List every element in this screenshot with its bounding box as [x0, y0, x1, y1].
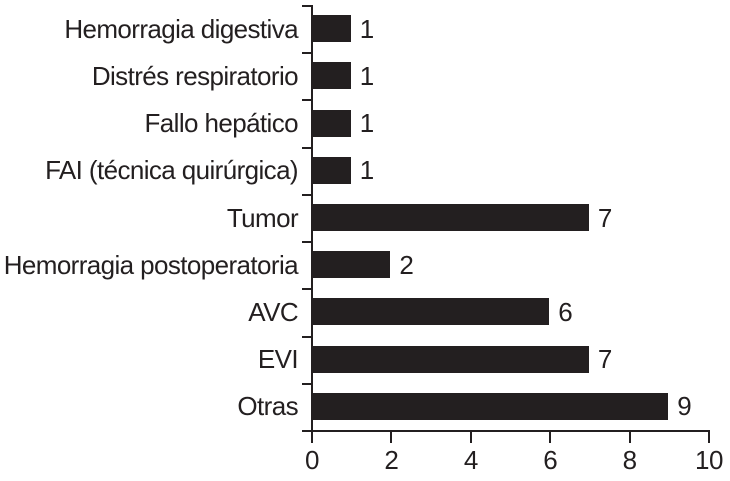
bar: [311, 251, 391, 279]
y-axis-line: [311, 5, 313, 432]
value-label: 9: [677, 391, 692, 422]
value-label: 1: [359, 60, 374, 91]
value-label: 7: [597, 202, 612, 233]
y-tick: [302, 241, 311, 244]
value-label: 1: [359, 155, 374, 186]
x-tick: [628, 430, 631, 443]
x-tick-label: 8: [622, 445, 637, 475]
bar: [311, 15, 351, 43]
value-label: 2: [399, 249, 414, 280]
y-tick: [302, 193, 311, 196]
x-tick-label: 6: [543, 445, 558, 475]
category-label: Hemorragia postoperatoria: [3, 249, 299, 280]
bar: [311, 392, 669, 420]
value-label: 7: [597, 344, 612, 375]
y-tick: [302, 382, 311, 385]
x-axis-line: [311, 430, 710, 432]
x-tick: [390, 430, 393, 443]
bar: [311, 204, 589, 231]
y-tick: [302, 99, 311, 102]
category-label: Hemorragia digestiva: [64, 13, 298, 44]
bar: [311, 62, 351, 90]
x-tick-label: 2: [384, 445, 399, 475]
value-label: 1: [359, 13, 374, 44]
value-label: 6: [558, 296, 573, 327]
y-tick: [302, 430, 311, 432]
category-label: Tumor: [226, 202, 299, 233]
y-tick: [302, 335, 311, 338]
bar: [311, 345, 589, 373]
category-label: Otras: [237, 391, 298, 422]
category-label: Distrés respiratorio: [91, 60, 299, 91]
x-tick: [708, 430, 710, 443]
x-tick: [469, 430, 472, 443]
category-label: EVI: [257, 344, 299, 375]
x-tick-label: 10: [695, 445, 723, 475]
category-label: AVC: [248, 296, 298, 327]
category-label: Fallo hepático: [144, 108, 299, 139]
x-tick: [549, 430, 552, 443]
bar: [311, 298, 550, 326]
bar: [311, 109, 351, 137]
x-tick: [311, 430, 313, 443]
category-label: FAI (técnica quirúrgica): [45, 155, 299, 186]
y-tick: [302, 5, 311, 7]
value-label: 1: [359, 108, 374, 139]
bar: [311, 156, 351, 184]
y-tick: [302, 52, 311, 55]
x-tick-label: 0: [305, 445, 319, 475]
x-tick-label: 4: [463, 445, 478, 475]
y-tick: [302, 146, 311, 149]
y-tick: [302, 288, 311, 291]
